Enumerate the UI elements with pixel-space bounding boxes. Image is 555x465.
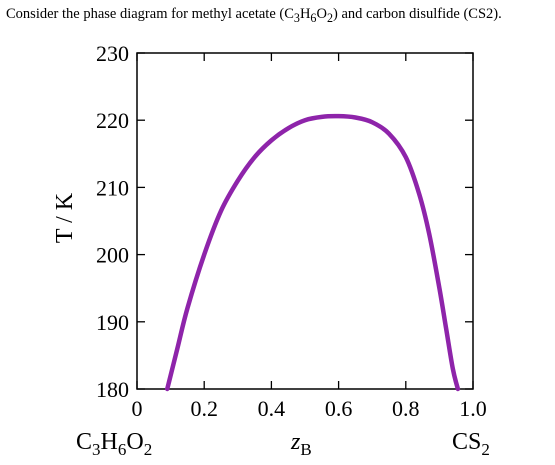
- y-tick-label: 190: [96, 310, 129, 335]
- y-axis-label: T / K: [52, 192, 78, 243]
- phase-boundary-line: [164, 113, 461, 392]
- x-tick-label: 0.8: [392, 396, 420, 421]
- x-tick-label: 0.6: [325, 396, 353, 421]
- axis-ticks: [136, 52, 474, 390]
- question-text: Consider the phase diagram for methyl ac…: [6, 6, 502, 25]
- x-tick-label: 0: [132, 396, 143, 421]
- plot-frame: [136, 52, 474, 390]
- y-tick-label: 200: [96, 243, 129, 268]
- right-component-label: CS2: [452, 429, 490, 459]
- x-tick-label: 0.2: [190, 396, 218, 421]
- y-tick-label: 180: [96, 377, 129, 402]
- y-tick-label: 220: [96, 108, 129, 133]
- x-tick-label: 1.0: [459, 396, 487, 421]
- x-tick-labels: 0 0.2 0.4 0.6 0.8 1.0: [132, 396, 487, 421]
- y-tick-label: 210: [96, 175, 129, 200]
- y-tick-labels: 180 190 200 210 220 230: [96, 41, 129, 402]
- phase-curve: [164, 113, 461, 392]
- x-tick-label: 0.4: [258, 396, 286, 421]
- left-component-label: C3H6O2: [76, 429, 152, 459]
- y-tick-label: 230: [96, 41, 129, 66]
- x-axis-label: zB: [290, 429, 312, 459]
- plot-border: [136, 52, 474, 390]
